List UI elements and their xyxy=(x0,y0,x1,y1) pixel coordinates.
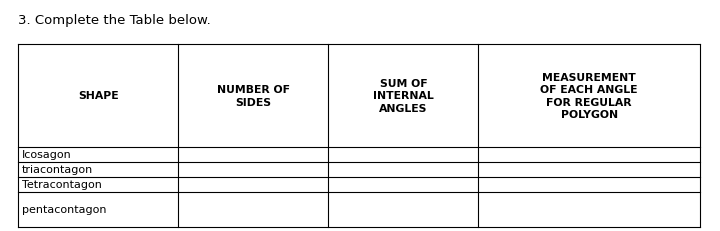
Text: pentacontagon: pentacontagon xyxy=(22,205,107,215)
Text: NUMBER OF
SIDES: NUMBER OF SIDES xyxy=(217,85,289,107)
Text: MEASUREMENT
OF EACH ANGLE
FOR REGULAR
POLYGON: MEASUREMENT OF EACH ANGLE FOR REGULAR PO… xyxy=(541,73,638,120)
Text: Tetracontagon: Tetracontagon xyxy=(22,180,102,190)
Text: SHAPE: SHAPE xyxy=(78,91,119,101)
Text: SUM OF
INTERNAL
ANGLES: SUM OF INTERNAL ANGLES xyxy=(373,79,433,113)
Text: 3. Complete the Table below.: 3. Complete the Table below. xyxy=(18,14,211,27)
Text: triacontagon: triacontagon xyxy=(22,165,94,175)
Text: Icosagon: Icosagon xyxy=(22,150,72,160)
